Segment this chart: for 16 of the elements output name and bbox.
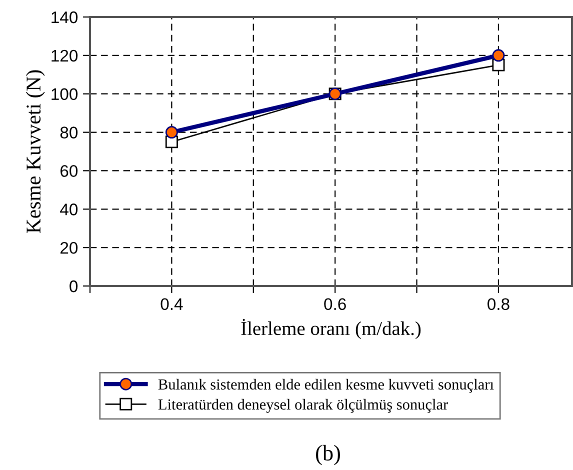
y-tick-label: 60 — [60, 165, 78, 177]
legend-label: Literatürden deneysel olarak ölçülmüş sonuçlar — [158, 398, 448, 413]
x-tick-label: 0.8 — [488, 298, 510, 310]
y-tick-label: 0 — [70, 280, 78, 292]
text: (b) — [316, 444, 340, 466]
y-tick-label: 100 — [52, 88, 78, 100]
legend-label: Bulanık sistemden elde edilen kesme kuvveti sonuçları — [158, 378, 494, 393]
y-tick-label: 140 — [52, 11, 78, 24]
x-axis-title: İlerleme oranı (m/dak.) — [241, 318, 421, 340]
y-tick-label: 20 — [60, 242, 78, 254]
y-tick-label: 80 — [60, 126, 78, 138]
y-tick-label: 40 — [60, 204, 78, 216]
y-axis-title: Kesme Kuvveti (N) — [26, 70, 45, 234]
y-tick-label: 120 — [52, 50, 78, 62]
x-tick-label: 0.4 — [160, 298, 183, 310]
x-tick-label: 0.6 — [324, 298, 346, 310]
